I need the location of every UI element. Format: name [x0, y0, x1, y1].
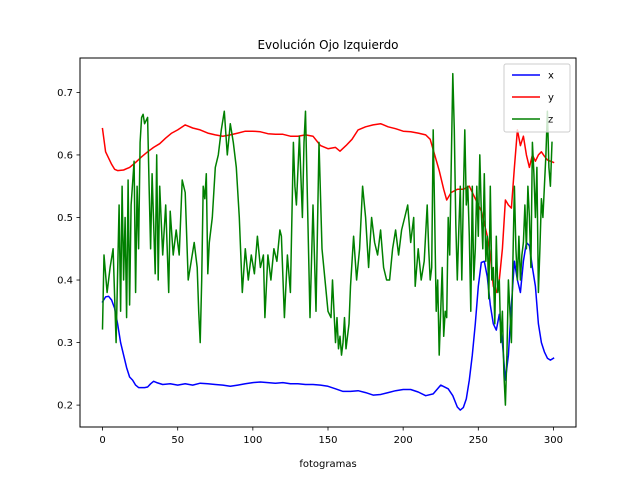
- x-tick-label: 250: [469, 435, 488, 446]
- y-tick-label: 0.6: [57, 150, 73, 161]
- x-axis-label: fotogramas: [299, 459, 356, 470]
- x-tick-label: 150: [318, 435, 337, 446]
- y-tick-label: 0.5: [57, 213, 73, 224]
- x-tick-label: 0: [99, 435, 105, 446]
- plot-lines: [101, 72, 555, 411]
- y-tick-label: 0.7: [57, 88, 73, 99]
- x-tick-label: 300: [544, 435, 563, 446]
- x-axis: 0 50 100 150 200 250 300: [99, 427, 563, 446]
- series-line-z: [101, 72, 553, 406]
- legend-label-y: y: [548, 93, 554, 104]
- y-tick-label: 0.3: [57, 338, 73, 349]
- x-tick-label: 50: [171, 435, 184, 446]
- y-axis: 0.2 0.3 0.4 0.5 0.6 0.7: [57, 88, 80, 412]
- y-tick-label: 0.2: [57, 401, 73, 412]
- legend-label-z: z: [548, 115, 553, 126]
- y-tick-label: 0.4: [57, 276, 73, 287]
- x-tick-label: 100: [243, 435, 262, 446]
- legend-box: [503, 63, 571, 133]
- legend-label-x: x: [548, 71, 554, 82]
- x-tick-label: 200: [394, 435, 413, 446]
- series-line-y: [101, 122, 555, 294]
- chart-title: Evolución Ojo Izquierdo: [257, 38, 398, 52]
- series-line-x: [101, 241, 555, 411]
- legend: xyz: [503, 63, 571, 133]
